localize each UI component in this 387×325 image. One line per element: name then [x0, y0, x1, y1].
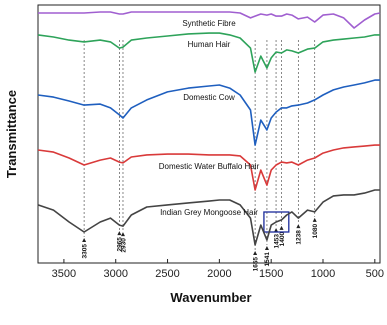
series-label: Domestic Cow [183, 93, 235, 102]
plot-frame [37, 4, 381, 264]
peak-arrow [82, 238, 87, 243]
series-label: Synthetic Fibre [182, 19, 236, 28]
x-tick-label: 2500 [155, 268, 179, 280]
peak-label: 3305 [81, 244, 88, 259]
x-tick-label: 2000 [207, 268, 231, 280]
y-axis-title: Transmittance [4, 90, 19, 178]
x-tick-label: 1000 [311, 268, 335, 280]
peak-arrow [296, 224, 301, 229]
peak-arrow [117, 231, 122, 236]
peak-arrow [120, 232, 125, 237]
x-tick-label: 3500 [52, 268, 76, 280]
peak-label: 1655 [252, 257, 259, 272]
peak-arrow [274, 227, 279, 232]
series-label: Indian Grey Mongoose Hair [160, 208, 258, 217]
peak-label: 2930 [120, 238, 127, 253]
series-label: Human Hair [188, 40, 231, 49]
peak-label: 1238 [296, 230, 303, 245]
spectrum-line [38, 11, 381, 29]
x-tick-label: 1500 [259, 268, 283, 280]
peak-label: 1080 [312, 224, 319, 239]
spectrum-line [37, 79, 380, 146]
spectrum-line [37, 144, 380, 191]
highlight-box [263, 211, 290, 233]
peak-arrow [264, 246, 269, 251]
x-tick-label: 3000 [103, 268, 127, 280]
peak-label: 1541 [264, 252, 271, 267]
series-label: Domestic Water Buffalo Hair [159, 162, 260, 171]
spectrum-line [37, 32, 380, 73]
peak-label: 2965 [117, 237, 124, 252]
peak-label: 1400 [279, 232, 286, 247]
x-tick-label: 500 [366, 268, 384, 280]
spectrum-line [37, 189, 380, 246]
peak-label: 1453 [273, 234, 280, 249]
peak-arrow [312, 217, 317, 222]
peak-arrow [279, 225, 284, 230]
peak-arrow [253, 250, 258, 255]
x-axis-title: Wavenumber [170, 290, 251, 305]
